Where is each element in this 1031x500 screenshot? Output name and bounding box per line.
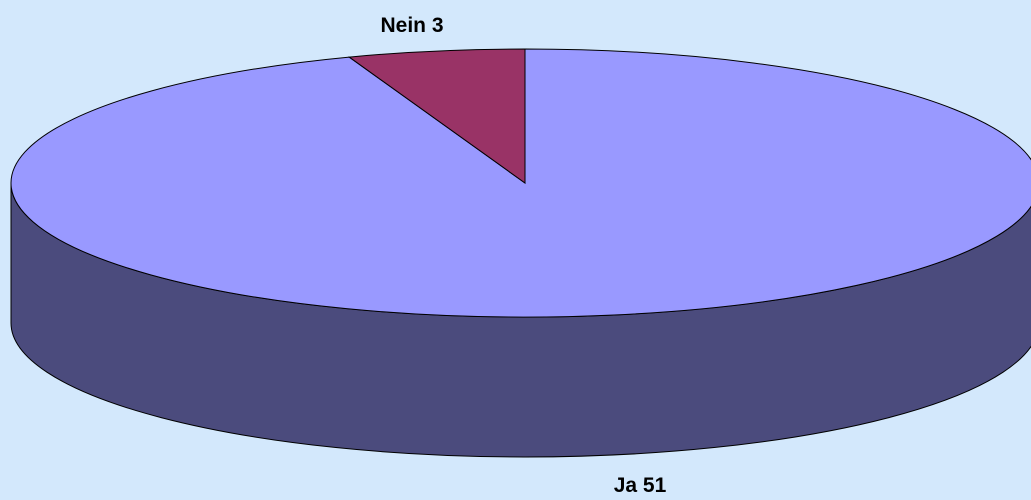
data-label-ja: Ja 51 <box>614 474 667 497</box>
slice-ja <box>10 48 1031 318</box>
slice-nein <box>347 48 526 184</box>
data-label-nein: Nein 3 <box>380 14 443 37</box>
